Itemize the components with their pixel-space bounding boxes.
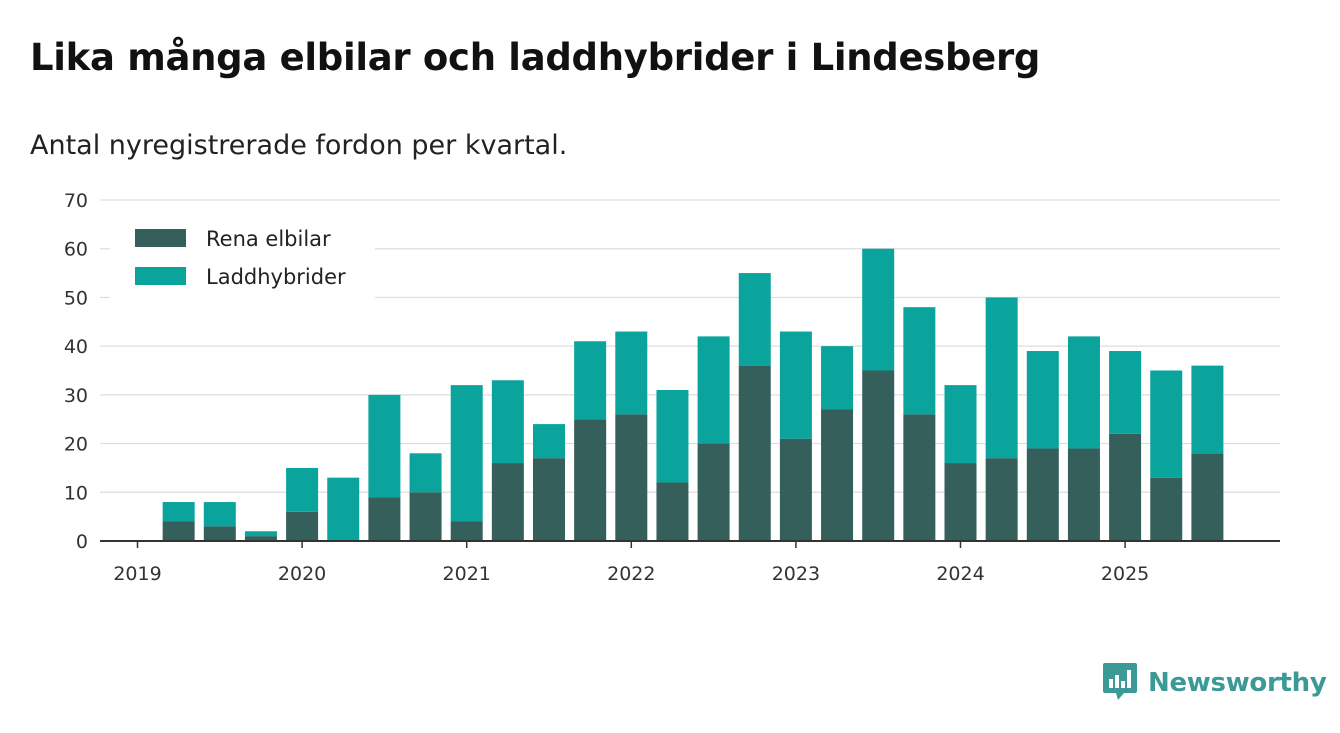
bar-laddhybrider (697, 336, 730, 444)
bar-rena-elbilar (821, 409, 854, 541)
x-axis: 2019 2020 2021 2022 2023 2024 2025 (100, 540, 1280, 585)
bar-rena-elbilar (533, 458, 565, 541)
legend-label: Laddhybrider (206, 265, 346, 289)
bar-laddhybrider (574, 341, 607, 420)
chart-title: Lika många elbilar och laddhybrider i Li… (30, 36, 1041, 79)
x-tick-label: 2024 (936, 563, 984, 585)
bar-laddhybrider (450, 385, 483, 522)
bar-laddhybrider (944, 385, 977, 464)
brand-name: Newsworthy (1148, 668, 1327, 698)
bar-laddhybrider (615, 331, 648, 415)
legend-label: Rena elbilar (206, 227, 331, 251)
bar-rena-elbilar (615, 414, 648, 541)
bar-rena-elbilar (162, 521, 195, 541)
bar-laddhybrider (491, 380, 524, 464)
bar-laddhybrider (656, 389, 689, 483)
bar-laddhybrider (738, 273, 771, 366)
bar-laddhybrider (162, 502, 195, 522)
bar-laddhybrider (1109, 351, 1142, 434)
x-tick-label: 2019 (113, 563, 161, 585)
x-tick-label: 2020 (278, 563, 326, 585)
bar-rena-elbilar (656, 482, 689, 541)
bar-laddhybrider (862, 248, 895, 371)
bar-rena-elbilar (862, 370, 895, 541)
y-tick-label: 10 (64, 482, 88, 504)
x-tick-label: 2025 (1101, 563, 1149, 585)
bar-rena-elbilar (1109, 433, 1142, 541)
y-tick-label: 60 (64, 239, 88, 261)
newsworthy-logo-icon (1102, 661, 1138, 705)
x-tick-label: 2021 (443, 563, 491, 585)
bar-rena-elbilar (779, 438, 812, 541)
bar-laddhybrider (779, 331, 812, 439)
bar-laddhybrider (821, 346, 854, 410)
bar-laddhybrider (368, 394, 401, 498)
bar-laddhybrider (1067, 336, 1100, 449)
bar-laddhybrider (1150, 370, 1183, 478)
bar-rena-elbilar (1150, 477, 1183, 541)
bar-laddhybrider (203, 502, 236, 527)
legend-swatch (135, 229, 186, 247)
bar-rena-elbilar (903, 414, 936, 541)
bar-rena-elbilar (409, 492, 442, 541)
bar-rena-elbilar (944, 463, 977, 541)
legend: Rena elbilar Laddhybrider (110, 218, 375, 298)
bar-laddhybrider (327, 477, 360, 541)
bar-rena-elbilar (697, 443, 730, 541)
bar-laddhybrider (985, 297, 1018, 459)
bars (162, 248, 1224, 541)
bar-rena-elbilar (1191, 453, 1224, 541)
bar-laddhybrider (903, 307, 936, 415)
bar-rena-elbilar (286, 511, 319, 541)
y-tick-label: 30 (64, 385, 88, 407)
y-tick-label: 70 (64, 190, 88, 212)
y-tick-label: 50 (64, 287, 88, 309)
chart-subtitle: Antal nyregistrerade fordon per kvartal. (30, 130, 568, 161)
bar-laddhybrider (1191, 365, 1224, 454)
bar-laddhybrider (1026, 351, 1059, 449)
bar-rena-elbilar (450, 521, 483, 541)
bar-rena-elbilar (203, 526, 236, 541)
bar-rena-elbilar (574, 419, 607, 541)
x-tick-label: 2023 (772, 563, 820, 585)
legend-swatch (135, 267, 186, 285)
bar-rena-elbilar (1067, 448, 1100, 541)
bar-rena-elbilar (244, 536, 277, 541)
y-tick-label: 40 (64, 336, 88, 358)
bar-laddhybrider (286, 467, 319, 512)
brand: Newsworthy (1102, 661, 1327, 705)
bar-rena-elbilar (738, 365, 771, 541)
y-tick-label: 20 (64, 434, 88, 456)
bar-rena-elbilar (491, 463, 524, 541)
x-tick-label: 2022 (607, 563, 655, 585)
bar-rena-elbilar (1026, 448, 1059, 541)
bar-laddhybrider (533, 424, 565, 459)
y-tick-label: 0 (76, 531, 88, 553)
bar-laddhybrider (244, 531, 277, 537)
bar-rena-elbilar (368, 497, 401, 541)
bar-laddhybrider (409, 453, 442, 493)
bar-rena-elbilar (985, 458, 1018, 541)
y-axis-labels: 0 10 20 30 40 50 60 70 (64, 190, 88, 553)
